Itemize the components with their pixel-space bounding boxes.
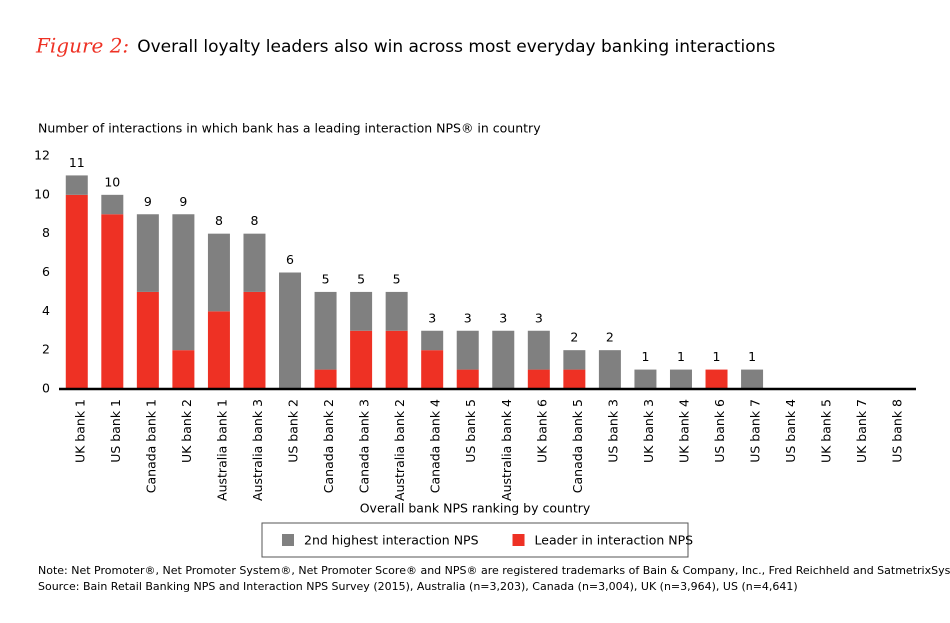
x-tick-label: Canada bank 1 [143, 399, 158, 493]
total-label: 9 [179, 194, 187, 209]
total-label: 10 [104, 174, 120, 189]
bar-segment [421, 350, 444, 389]
bar-segment [172, 350, 195, 389]
x-tick-label: UK bank 5 [819, 399, 834, 463]
bar-segment [741, 369, 764, 389]
x-tick-label: Australia bank 4 [499, 399, 514, 501]
bar-segment [563, 369, 586, 389]
total-label: 1 [748, 349, 756, 364]
legend-swatch [512, 534, 525, 546]
bar-segment [172, 214, 195, 351]
bar-segment [136, 214, 159, 292]
bar-segment [279, 272, 302, 389]
bar-segment [350, 330, 373, 389]
x-tick-label: UK bank 4 [676, 399, 691, 463]
total-label: 1 [641, 349, 649, 364]
x-tick-label: Canada bank 4 [428, 399, 443, 493]
bar-segment [527, 369, 550, 389]
bar-segment [314, 369, 337, 389]
x-tick-label: UK bank 2 [179, 399, 194, 463]
bar-segment [456, 330, 479, 370]
bar-segment [101, 194, 124, 215]
total-label: 8 [215, 213, 223, 228]
note: Note: Net Promoter®, Net Promoter System… [38, 564, 950, 577]
y-axis-title: Number of interactions in which bank has… [38, 121, 541, 136]
x-axis-title: Overall bank NPS ranking by country [360, 501, 591, 516]
bar-segment [65, 175, 88, 195]
total-label: 5 [322, 271, 330, 286]
x-tick-label: Canada bank 5 [570, 399, 585, 493]
figure-label: Figure 2: [35, 34, 129, 58]
bar-segment [314, 291, 337, 370]
legend-swatch [282, 534, 294, 546]
chart-title: Overall loyalty leaders also win across … [137, 37, 775, 57]
bar-segment [136, 291, 159, 389]
x-tick-label: UK bank 6 [534, 399, 549, 463]
bar-segment [527, 330, 550, 370]
x-tick-label: US bank 5 [463, 399, 478, 463]
bar-segment [598, 350, 621, 389]
x-tick-label: US bank 7 [748, 399, 763, 463]
x-tick-label: Australia bank 2 [392, 399, 407, 501]
bar-segment [669, 369, 692, 389]
total-label: 9 [144, 194, 152, 209]
total-label: 1 [677, 349, 685, 364]
bar-segment [492, 330, 515, 389]
total-label: 11 [69, 155, 85, 170]
total-label: 3 [499, 310, 507, 325]
x-tick-label: US bank 8 [890, 399, 905, 463]
bar-segment [385, 330, 408, 389]
bar-segment [101, 214, 124, 389]
bar-segment [65, 194, 88, 389]
bar-segment [207, 311, 230, 389]
y-tick-label: 0 [42, 381, 50, 396]
total-label: 3 [428, 310, 436, 325]
x-tick-label: US bank 6 [712, 399, 727, 463]
total-label: 2 [606, 330, 614, 345]
x-tick-label: US bank 4 [783, 399, 798, 463]
bar-segment [705, 369, 728, 389]
bar-segment [243, 233, 266, 292]
total-label: 5 [357, 271, 365, 286]
x-tick-label: Australia bank 1 [214, 399, 229, 501]
y-tick-label: 12 [34, 148, 50, 163]
bar-segment [634, 369, 657, 389]
x-tick-label: US bank 1 [108, 399, 123, 463]
source: Source: Bain Retail Banking NPS and Inte… [38, 580, 798, 593]
bar-segment [350, 291, 373, 331]
total-label: 2 [570, 330, 578, 345]
legend-label: 2nd highest interaction NPS [304, 533, 479, 548]
bar-segment [207, 233, 230, 312]
total-label: 3 [535, 310, 543, 325]
y-tick-label: 2 [42, 342, 50, 357]
bar-segment [243, 291, 266, 389]
x-tick-label: UK bank 1 [72, 399, 87, 463]
x-tick-label: Canada bank 2 [321, 399, 336, 493]
x-tick-label: US bank 3 [605, 399, 620, 463]
x-tick-label: US bank 2 [286, 399, 301, 463]
legend-label: Leader in interaction NPS [535, 533, 694, 548]
x-tick-label: Australia bank 3 [250, 399, 265, 501]
bar-segment [563, 350, 586, 370]
bar-segment [456, 369, 479, 389]
total-label: 1 [713, 349, 721, 364]
bar-segment [385, 291, 408, 331]
total-label: 8 [251, 213, 259, 228]
legend-box [261, 522, 689, 558]
y-tick-label: 8 [42, 225, 50, 240]
bar-segment [421, 330, 444, 351]
y-tick-label: 4 [42, 303, 50, 318]
x-tick-label: UK bank 3 [641, 399, 656, 463]
y-tick-label: 10 [34, 186, 50, 201]
total-label: 5 [393, 271, 401, 286]
x-tick-label: Canada bank 3 [357, 399, 372, 493]
x-tick-label: UK bank 7 [854, 399, 869, 463]
y-tick-label: 6 [42, 264, 50, 279]
total-label: 6 [286, 252, 294, 267]
total-label: 3 [464, 310, 472, 325]
